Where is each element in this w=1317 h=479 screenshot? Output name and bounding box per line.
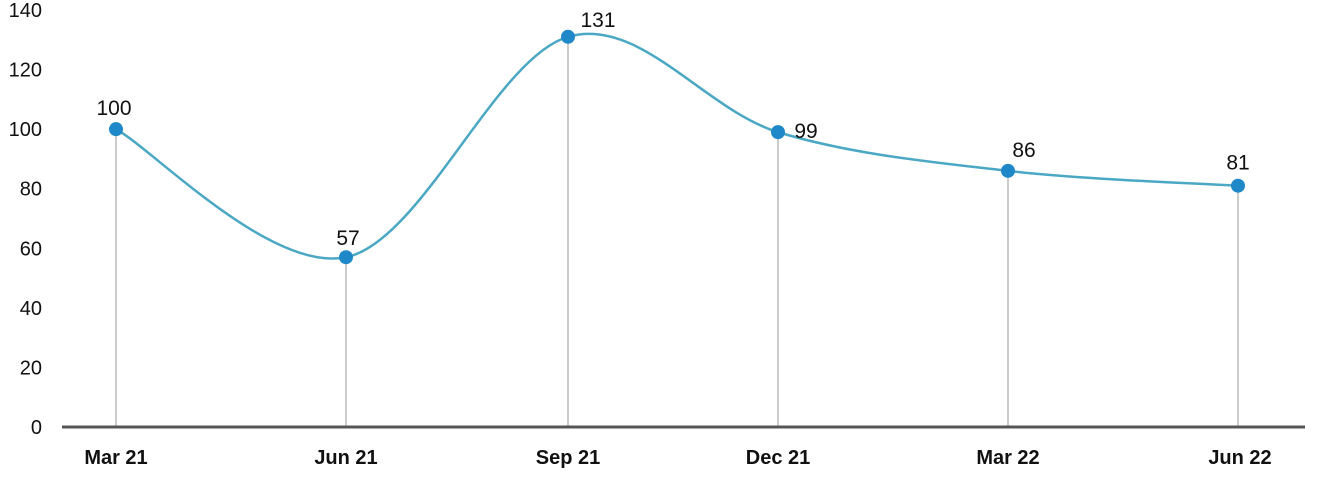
y-tick-label: 100 <box>9 119 42 141</box>
data-point[interactable] <box>561 29 575 44</box>
data-point[interactable] <box>1001 163 1015 178</box>
data-label: 57 <box>336 227 359 250</box>
data-label: 86 <box>1012 139 1035 162</box>
y-tick-label: 0 <box>31 417 42 439</box>
x-tick-label: Sep 21 <box>536 447 600 469</box>
data-label: 131 <box>580 9 615 32</box>
y-tick-label: 80 <box>20 179 42 201</box>
x-tick-label: Jun 22 <box>1208 447 1271 469</box>
data-point[interactable] <box>1231 178 1245 193</box>
y-tick-label: 40 <box>20 298 42 320</box>
data-point[interactable] <box>109 122 123 137</box>
y-tick-label: 120 <box>9 60 42 82</box>
series-line <box>115 32 1239 260</box>
data-label: 81 <box>1226 152 1249 175</box>
x-tick-label: Dec 21 <box>746 447 811 469</box>
y-tick-label: 20 <box>20 357 42 379</box>
x-tick-label: Mar 21 <box>84 447 147 469</box>
y-tick-label: 140 <box>9 0 42 22</box>
y-tick-label: 60 <box>20 238 42 260</box>
x-tick-label: Jun 21 <box>314 447 377 469</box>
x-tick-label: Mar 22 <box>976 447 1039 469</box>
data-label: 100 <box>96 97 131 120</box>
data-point[interactable] <box>339 250 353 265</box>
data-label: 99 <box>794 120 817 143</box>
data-point[interactable] <box>771 125 785 140</box>
